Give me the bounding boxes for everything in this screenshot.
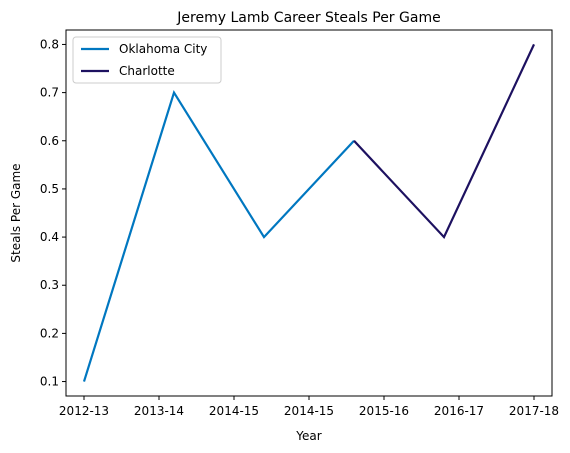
y-tick-label: 0.7 — [40, 86, 59, 100]
y-tick-label: 0.6 — [40, 134, 59, 148]
legend-box — [72, 36, 222, 84]
chart-title: Jeremy Lamb Career Steals Per Game — [176, 10, 440, 26]
legend: Oklahoma City Charlotte — [72, 36, 222, 84]
y-axis: 0.1 0.2 0.3 0.4 0.5 0.6 0.7 0.8 — [40, 37, 66, 389]
x-tick-label: 2014-15 — [284, 404, 334, 418]
plot-area — [82, 43, 535, 382]
x-axis: 2012-13 2013-14 2014-15 2014-15 2015-16 2016-… — [59, 396, 559, 418]
y-tick-label: 0.2 — [40, 326, 59, 340]
x-tick-label: 2012-13 — [59, 404, 109, 418]
y-tick-label: 0.8 — [40, 37, 59, 51]
y-tick-label: 0.3 — [40, 278, 59, 292]
series-line-2 — [353, 43, 535, 240]
x-axis-title: Year — [295, 429, 321, 443]
x-tick-label: 2017-18 — [509, 404, 559, 418]
y-axis-title: Steals Per Game — [9, 163, 23, 262]
legend-label-2: Charlotte — [119, 64, 175, 78]
x-tick-label: 2013-14 — [134, 404, 184, 418]
x-tick-label: 2016-17 — [434, 404, 484, 418]
y-tick-label: 0.4 — [40, 230, 59, 244]
x-tick-label: 2015-16 — [359, 404, 409, 418]
series-line-1 — [82, 89, 355, 382]
y-tick-label: 0.5 — [40, 182, 59, 196]
x-tick-label: 2014-15 — [209, 404, 259, 418]
y-tick-label: 0.1 — [40, 375, 59, 389]
legend-label-1: Oklahoma City — [119, 42, 207, 56]
